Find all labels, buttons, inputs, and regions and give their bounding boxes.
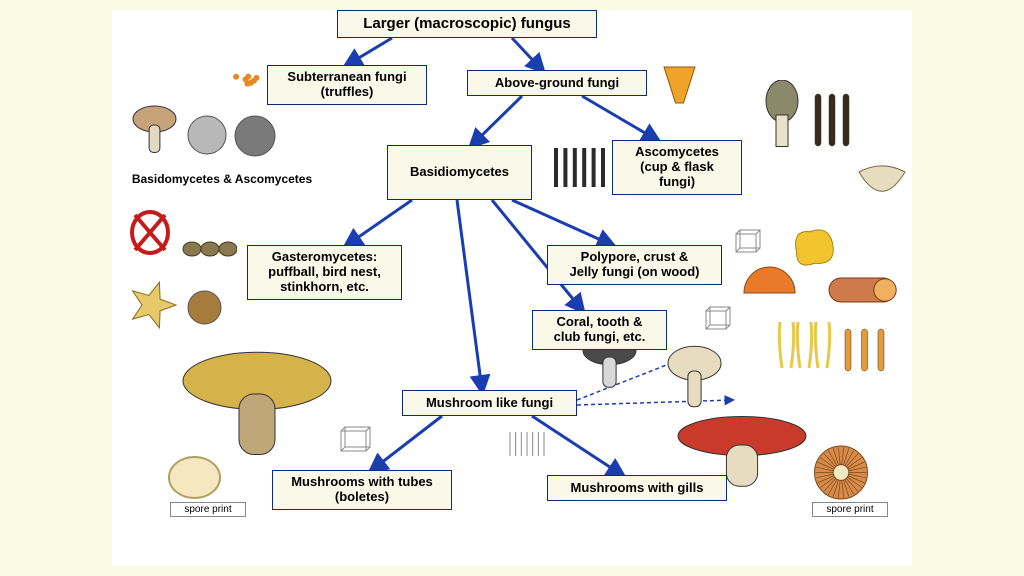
asco-spores — [552, 145, 607, 195]
puffball-1-svg — [132, 105, 177, 155]
edge — [582, 96, 657, 140]
asco-spores-svg — [552, 145, 607, 190]
bracket-orange-svg — [742, 265, 797, 295]
node-above: Above-ground fungi — [467, 70, 647, 96]
spore-circle-l-svg — [167, 455, 222, 500]
spore-circle-r — [812, 445, 870, 505]
morel — [762, 80, 802, 155]
log-jelly — [827, 270, 897, 315]
node-mushlike: Mushroom like fungi — [402, 390, 577, 416]
edge — [512, 38, 542, 70]
jelly-yellow — [792, 225, 837, 275]
node-subterr: Subterranean fungi(truffles) — [267, 65, 427, 105]
node-gastero: Gasteromycetes:puffball, bird nest,stink… — [247, 245, 402, 300]
node-tubes: Mushrooms with tubes(boletes) — [272, 470, 452, 510]
log-jelly-svg — [827, 270, 897, 310]
coral-yellow-svg — [777, 320, 832, 370]
morel-svg — [762, 80, 802, 150]
bolete-large — [182, 350, 332, 465]
node-basidio: Basidiomycetes — [387, 145, 532, 200]
cup-fungus-svg — [857, 165, 907, 200]
birdnest-svg — [182, 225, 237, 265]
edge — [472, 96, 522, 145]
club-orange-svg — [842, 325, 887, 375]
sphere-textured — [234, 115, 276, 162]
bolete-large-svg — [182, 350, 332, 460]
node-coral: Coral, tooth &club fungi, etc. — [532, 310, 667, 350]
puffball-1 — [132, 105, 177, 160]
coral-yellow — [777, 320, 832, 375]
cube-wire-2-svg — [702, 305, 732, 333]
edge — [457, 200, 482, 390]
jelly-yellow-svg — [792, 225, 837, 270]
earthstar — [127, 280, 177, 335]
club-orange — [842, 325, 887, 380]
cube-wire-3-svg — [337, 425, 372, 455]
clubs-dark-svg — [812, 90, 852, 150]
truffle-cluster — [227, 70, 267, 95]
cube-wire-1-svg — [732, 228, 762, 256]
edge — [512, 200, 612, 245]
earthstar-svg — [127, 280, 177, 330]
edge — [347, 200, 412, 245]
node-asco: Ascomycetes(cup & flaskfungi) — [612, 140, 742, 195]
bracket-orange — [742, 265, 797, 300]
cube-wire-3 — [337, 425, 372, 460]
mushroom-pale-svg — [667, 345, 722, 410]
label-spore_right: spore print — [812, 502, 888, 517]
cube-wire-1 — [732, 228, 762, 261]
cup-fungus — [857, 165, 907, 205]
truffle-cluster-svg — [227, 70, 267, 90]
stinkhorn-red-svg — [130, 210, 170, 255]
label-basid_asc: Basidomycetes & Ascomycetes — [122, 173, 322, 186]
node-root: Larger (macroscopic) fungus — [337, 10, 597, 38]
spore-circle-l — [167, 455, 222, 505]
chanterelle-svg — [662, 65, 697, 105]
clubs-dark — [812, 90, 852, 155]
sphere-gray — [187, 115, 227, 160]
stinkhorn-red — [130, 210, 170, 260]
puffball-brown-svg — [187, 290, 222, 325]
mushroom-pale — [667, 345, 722, 415]
sphere-textured-svg — [234, 115, 276, 157]
puffball-brown — [187, 290, 222, 330]
spore-circle-r-svg — [812, 445, 870, 500]
label-spore_left: spore print — [170, 502, 246, 517]
gill-lines-svg — [507, 430, 547, 458]
diagram-canvas: Larger (macroscopic) fungus Subterranean … — [112, 10, 912, 566]
sphere-gray-svg — [187, 115, 227, 155]
edge — [372, 416, 442, 470]
edge — [347, 38, 392, 65]
gill-lines — [507, 430, 547, 463]
chanterelle — [662, 65, 697, 110]
node-polypore: Polypore, crust &Jelly fungi (on wood) — [547, 245, 722, 285]
node-gills: Mushrooms with gills — [547, 475, 727, 501]
cube-wire-2 — [702, 305, 732, 338]
birdnest — [182, 225, 237, 270]
